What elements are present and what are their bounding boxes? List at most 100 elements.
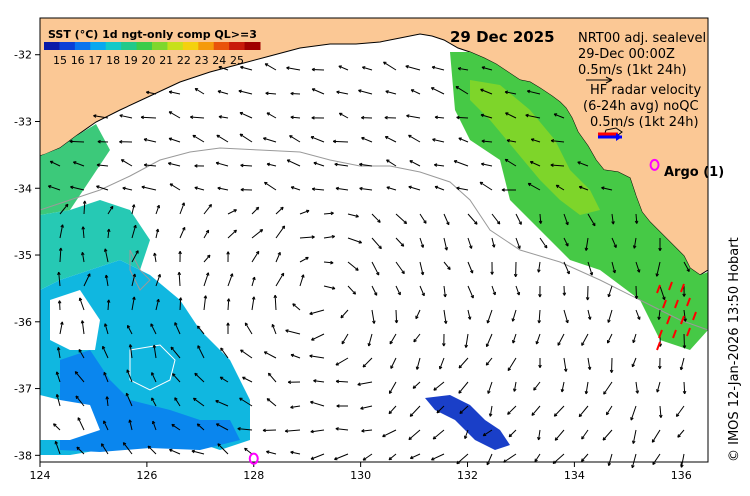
velocity-arrow: [555, 184, 565, 191]
velocity-arrow: [388, 453, 397, 461]
velocity-arrowhead: [631, 440, 636, 444]
velocity-arrow: [313, 380, 325, 383]
velocity-arrow: [131, 204, 135, 215]
velocity-arrowhead: [413, 338, 417, 343]
velocity-arrow: [69, 140, 85, 143]
velocity-arrowhead: [355, 267, 359, 271]
velocity-arrowhead: [651, 439, 656, 443]
velocity-arrow: [218, 116, 229, 119]
velocity-arrowhead: [388, 410, 393, 415]
velocity-arrowhead: [131, 204, 136, 208]
velocity-arrow: [607, 285, 613, 298]
velocity-arrowhead: [589, 272, 594, 276]
velocity-arrowhead: [150, 323, 154, 327]
velocity-arrow: [504, 158, 517, 167]
velocity-arrowhead: [467, 316, 472, 320]
velocity-arrowhead: [239, 397, 243, 401]
legend-label: 25: [230, 54, 244, 67]
legend-colorbar: [44, 42, 261, 50]
velocity-arrowhead: [191, 449, 195, 454]
velocity-arrow: [55, 441, 61, 455]
velocity-arrowhead: [533, 387, 537, 391]
velocity-arrowhead: [216, 134, 220, 139]
velocity-arrow: [390, 357, 397, 369]
velocity-arrow: [601, 187, 613, 191]
velocity-arrow: [219, 376, 229, 383]
velocity-arrowhead: [585, 297, 590, 301]
velocity-arrow: [81, 252, 85, 263]
velocity-arrow: [535, 333, 541, 345]
argo-float-circle: [649, 158, 660, 171]
velocity-arrow: [371, 261, 380, 276]
velocity-arrow: [171, 423, 181, 431]
velocity-arrowhead: [443, 320, 448, 324]
velocity-arrowhead: [194, 164, 198, 168]
velocity-arrowhead: [335, 186, 339, 191]
velocity-arrowhead: [613, 244, 617, 248]
velocity-arrow: [335, 357, 349, 366]
velocity-arrow: [481, 163, 493, 167]
velocity-arrow: [506, 139, 517, 143]
velocity-arrowhead: [656, 389, 660, 393]
velocity-arrowhead: [415, 315, 419, 320]
velocity-arrowhead: [72, 161, 77, 165]
velocity-arrowhead: [606, 340, 611, 344]
velocity-arrowhead: [82, 200, 87, 204]
velocity-arrowhead: [677, 434, 681, 438]
velocity-arrowhead: [360, 406, 364, 410]
velocity-arrow: [683, 261, 690, 272]
velocity-arrow: [534, 453, 541, 462]
velocity-arrowhead: [311, 187, 316, 191]
velocity-arrowhead: [481, 162, 485, 166]
velocity-arrow: [289, 135, 301, 143]
velocity-arrow: [76, 446, 85, 455]
velocity-arrow: [676, 405, 685, 417]
velocity-arrowhead: [383, 61, 387, 65]
velocity-arrowhead: [313, 161, 317, 166]
velocity-arrow: [611, 261, 616, 274]
velocity-arrow: [53, 423, 61, 431]
x-axis: 124 126 128 130 132 134 136: [30, 462, 692, 482]
velocity-arrowhead: [135, 250, 139, 254]
velocity-arrow: [266, 163, 277, 167]
velocity-arrow: [658, 309, 661, 320]
legend-swatch: [167, 42, 184, 50]
legend-swatch: [90, 42, 107, 50]
velocity-arrow: [419, 261, 424, 275]
velocity-arrow: [467, 213, 478, 225]
velocity-arrowhead: [405, 65, 409, 69]
velocity-arrow: [242, 376, 253, 383]
velocity-arrow: [508, 429, 517, 438]
legend-swatch: [105, 42, 122, 50]
velocity-arrowhead: [584, 390, 589, 395]
velocity-arrow: [635, 213, 638, 224]
velocity-arrowhead: [126, 369, 130, 373]
velocity-arrowhead: [77, 417, 81, 421]
velocity-arrow: [73, 161, 85, 167]
velocity-arrowhead: [469, 270, 474, 274]
velocity-arrowhead: [605, 411, 610, 416]
velocity-arrowhead: [525, 113, 529, 118]
velocity-arrowhead: [330, 260, 334, 265]
velocity-arrow: [656, 381, 661, 393]
velocity-arrowhead: [119, 114, 123, 118]
velocity-arrow: [338, 65, 349, 71]
velocity-arrowhead: [431, 457, 435, 461]
velocity-arrowhead: [168, 137, 173, 141]
y-tick-label: -33: [14, 115, 32, 128]
velocity-arrowhead: [55, 393, 60, 398]
hf-radar-note: HF radar velocity (6-24h avg) noQC 0.5m/…: [583, 83, 702, 141]
velocity-arrow: [268, 372, 277, 383]
velocity-arrow: [431, 453, 445, 461]
velocity-arrow: [481, 66, 493, 71]
velocity-arrowhead: [458, 137, 462, 141]
velocity-arrowhead: [292, 303, 296, 307]
velocity-arrowhead: [194, 87, 199, 92]
velocity-arrowhead: [239, 133, 244, 138]
velocity-arrow: [385, 90, 397, 95]
velocity-arrowhead: [601, 186, 605, 190]
velocity-arrow: [635, 381, 639, 394]
velocity-arrow: [192, 134, 205, 143]
velocity-arrow: [538, 261, 541, 273]
